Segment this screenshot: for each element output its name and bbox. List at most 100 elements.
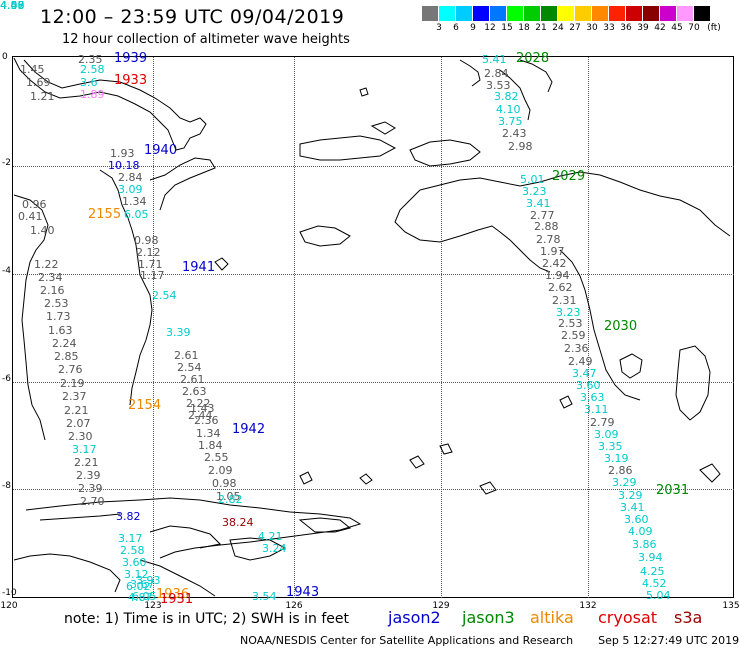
swh-value: 2.30 (68, 430, 93, 443)
color-scale-label: 30 (586, 23, 598, 33)
latitude-tick-label: 0 (2, 52, 8, 62)
swh-value: 3.41 (620, 501, 645, 514)
pass-time-label: 1943 (286, 585, 320, 600)
color-scale-label: 18 (518, 23, 530, 33)
color-swatch (575, 6, 591, 21)
latitude-tick-label: -2 (2, 158, 11, 168)
swh-value: 5.41 (482, 53, 507, 66)
swh-value: 1.97 (540, 245, 565, 258)
swh-value: 3.86 (632, 538, 657, 551)
swh-value: 2.22 (186, 397, 211, 410)
longitude-tick-label: 135 (722, 601, 740, 611)
swh-value: 2.24 (52, 337, 77, 350)
swh-value: 2.85 (54, 350, 79, 363)
swh-value: 1.94 (545, 269, 570, 282)
grid-line (13, 166, 734, 167)
swh-value: 2.76 (58, 363, 83, 376)
swh-value: 2.09 (208, 464, 233, 477)
latitude-tick-label: -4 (2, 266, 11, 276)
swh-value: 2.78 (536, 233, 561, 246)
swh-value: 2.61 (174, 349, 199, 362)
color-scale-label: 27 (569, 23, 581, 33)
legend-s3a: s3a (674, 608, 703, 627)
grid-line (588, 57, 589, 598)
swh-value: 3.23 (522, 185, 547, 198)
swh-value: 2.82 (218, 493, 243, 506)
swh-value: 4.47 (0, 0, 25, 12)
swh-value: 3.75 (498, 115, 523, 128)
swh-value: 4.09 (0, 0, 25, 12)
swh-value: 3.19 (604, 452, 629, 465)
swh-value: 4.25 (640, 565, 665, 578)
grid-line (441, 57, 442, 598)
color-swatch (660, 6, 676, 21)
color-swatch (609, 6, 625, 21)
legend-cryosat: cryosat (598, 608, 658, 627)
swh-value: 38.24 (222, 516, 254, 529)
swh-value: 2.12 (136, 246, 161, 259)
pass-time-label: 1941 (182, 260, 216, 275)
swh-value: 2.21 (64, 404, 89, 417)
swh-value: 2.84 (484, 67, 509, 80)
swh-value: 2.36 (564, 342, 589, 355)
color-swatch (694, 6, 710, 21)
swh-value: 1.71 (138, 258, 163, 271)
swh-value: 3.29 (618, 489, 643, 502)
swh-value: 2.86 (608, 464, 633, 477)
swh-value: 3.47 (572, 367, 597, 380)
color-swatch (677, 6, 693, 21)
color-swatch (507, 6, 523, 21)
color-swatch (524, 6, 540, 21)
swh-value: 1.73 (46, 310, 71, 323)
swh-value: 4.87 (128, 591, 153, 604)
swh-value: 2.39 (78, 482, 103, 495)
swh-value: 2.54 (177, 361, 202, 374)
swh-value: 6.05 (124, 208, 149, 221)
color-swatch (422, 6, 438, 21)
swh-value: 1.45 (20, 63, 45, 76)
swh-value: 2.21 (74, 456, 99, 469)
swh-value: 2.53 (44, 297, 69, 310)
swh-value: 2.35 (78, 53, 103, 66)
legend-altika: altika (530, 608, 574, 627)
swh-value: 1.93 (110, 147, 135, 160)
swh-value: 4.52 (642, 577, 667, 590)
color-scale-label: 15 (501, 23, 513, 33)
color-swatch (473, 6, 489, 21)
color-scale-label: 36 (620, 23, 632, 33)
swh-value: 1.63 (48, 324, 73, 337)
swh-value: 1.05 (216, 490, 241, 503)
swh-value: 3.60 (122, 556, 147, 569)
latitude-tick-label: -8 (2, 481, 11, 491)
swh-value: 3.60 (576, 379, 601, 392)
swh-value: 6.02 (126, 580, 151, 593)
longitude-tick-label: 129 (432, 601, 450, 611)
swh-value: 2.58 (120, 544, 145, 557)
legend-note: note: 1) Time is in UTC; 2) SWH is in fe… (64, 611, 350, 627)
map-subtitle: 12 hour collection of altimeter wave hei… (62, 32, 350, 47)
swh-value: 2.19 (60, 377, 85, 390)
swh-value: 1.84 (198, 439, 223, 452)
color-swatch (439, 6, 455, 21)
swh-value: 2.34 (38, 271, 63, 284)
swh-value: 1.34 (196, 427, 221, 440)
swh-value: 3.94 (638, 551, 663, 564)
color-swatch (626, 6, 642, 21)
map-frame (12, 56, 734, 598)
color-scale-label: 24 (552, 23, 564, 33)
color-scale-label: 33 (603, 23, 615, 33)
swh-value: 1.34 (122, 195, 147, 208)
swh-value: 3.12 (124, 568, 149, 581)
color-scale-label: 70 (688, 23, 700, 33)
color-scale-label: 21 (535, 23, 547, 33)
pass-time-label: 2029 (552, 169, 586, 184)
swh-value: 2.98 (508, 140, 533, 153)
swh-value: 2.49 (568, 355, 593, 368)
swh-value: 2.53 (558, 317, 583, 330)
pass-time-label: 1940 (144, 143, 178, 158)
swh-value: 3.24 (262, 542, 287, 555)
swh-value: 2.42 (542, 257, 567, 270)
swh-value: 3.35 (598, 440, 623, 453)
swh-value: 2.59 (561, 329, 586, 342)
credit-text: NOAA/NESDIS Center for Satellite Applica… (240, 634, 574, 647)
